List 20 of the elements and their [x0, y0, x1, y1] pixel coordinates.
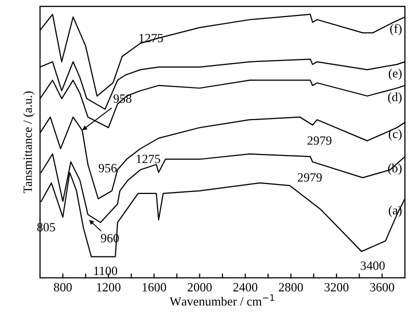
annotation: 1100	[94, 266, 118, 276]
series-label: (c)	[388, 129, 402, 141]
series-label: (e)	[388, 68, 402, 80]
x-tick-label: 3600	[370, 283, 394, 292]
series-label: (d)	[388, 92, 402, 104]
annotation: 1275	[136, 154, 160, 164]
annotation: 956	[98, 164, 117, 172]
x-axis-title: Wavenumber / cm$^{−1}$	[170, 294, 274, 306]
x-tick-label: 1200	[97, 283, 120, 292]
x-tick-label: 3200	[324, 283, 349, 292]
annotation: 3400	[360, 261, 385, 270]
y-axis-title: Tansmittance / (a.u.)	[23, 91, 34, 194]
x-tick-label: 2400	[233, 283, 258, 292]
series-label: (f)	[390, 24, 402, 36]
annotation: 2979	[298, 173, 322, 182]
x-tick-label: 2800	[278, 283, 303, 292]
annotation: 2979	[308, 136, 332, 145]
x-tick-label: 2000	[188, 283, 212, 292]
x-tick-label: 800	[54, 283, 72, 292]
x-tick-label: 1600	[142, 283, 166, 292]
